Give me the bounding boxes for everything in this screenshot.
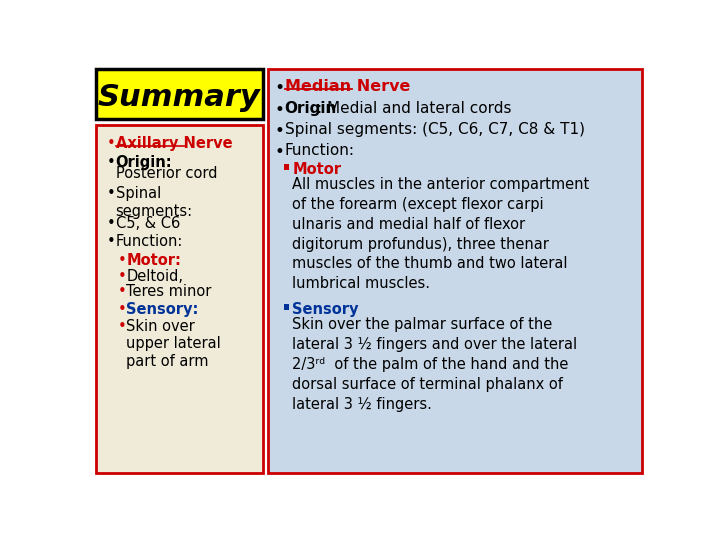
Text: •: • bbox=[118, 284, 127, 299]
Text: •: • bbox=[118, 302, 127, 317]
FancyBboxPatch shape bbox=[269, 69, 642, 473]
Text: Function:: Function: bbox=[116, 234, 183, 249]
Text: All muscles in the anterior compartment
of the forearm (except flexor carpi
ulna: All muscles in the anterior compartment … bbox=[292, 177, 590, 291]
Text: •: • bbox=[274, 143, 284, 160]
Text: Posterior cord: Posterior cord bbox=[116, 166, 217, 181]
Text: Summary: Summary bbox=[98, 83, 261, 112]
Text: •: • bbox=[107, 155, 116, 170]
Text: •: • bbox=[107, 137, 116, 151]
Text: Spinal segments: (C5, C6, C7, C8 & T1): Spinal segments: (C5, C6, C7, C8 & T1) bbox=[284, 122, 585, 137]
Text: Teres minor: Teres minor bbox=[127, 284, 212, 299]
Bar bbox=[284, 164, 289, 170]
Text: •: • bbox=[107, 234, 116, 249]
Text: : Medial and lateral cords: : Medial and lateral cords bbox=[317, 101, 511, 116]
Text: Sensory:: Sensory: bbox=[127, 302, 199, 317]
Text: Skin over
upper lateral
part of arm: Skin over upper lateral part of arm bbox=[127, 319, 221, 369]
Text: •: • bbox=[274, 122, 284, 140]
Text: Function:: Function: bbox=[284, 143, 354, 158]
Text: •: • bbox=[274, 101, 284, 119]
Text: Spinal
segments:: Spinal segments: bbox=[116, 186, 193, 219]
Text: Skin over the palmar surface of the
lateral 3 ½ fingers and over the lateral
2/3: Skin over the palmar surface of the late… bbox=[292, 318, 577, 411]
FancyBboxPatch shape bbox=[96, 125, 263, 473]
Text: •: • bbox=[118, 269, 127, 284]
Text: C5, & C6: C5, & C6 bbox=[116, 217, 180, 232]
Text: Axillary Nerve: Axillary Nerve bbox=[116, 137, 232, 151]
Text: •: • bbox=[107, 217, 116, 232]
Text: Median Nerve: Median Nerve bbox=[284, 79, 410, 93]
Text: Sensory: Sensory bbox=[292, 302, 359, 317]
Text: •: • bbox=[107, 186, 116, 201]
Text: Deltoid,: Deltoid, bbox=[127, 269, 184, 284]
Text: Motor: Motor bbox=[292, 162, 341, 177]
Text: Motor:: Motor: bbox=[127, 253, 181, 268]
Text: Origin:: Origin: bbox=[116, 155, 172, 170]
Text: Origin: Origin bbox=[284, 101, 337, 116]
Text: •: • bbox=[118, 319, 127, 334]
Bar bbox=[284, 304, 289, 309]
FancyBboxPatch shape bbox=[96, 69, 263, 119]
Text: •: • bbox=[274, 79, 284, 97]
Text: •: • bbox=[118, 253, 127, 268]
